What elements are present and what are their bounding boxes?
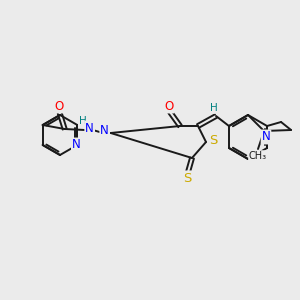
Text: N: N [85,122,94,134]
Text: H: H [210,103,218,113]
Text: O: O [164,100,174,112]
Text: N: N [72,139,81,152]
Text: N: N [262,130,270,143]
Text: H: H [79,116,87,126]
Text: S: S [183,172,191,184]
Text: CH₃: CH₃ [249,151,267,161]
Text: N: N [100,124,109,136]
Text: S: S [209,134,217,148]
Text: O: O [54,100,63,112]
